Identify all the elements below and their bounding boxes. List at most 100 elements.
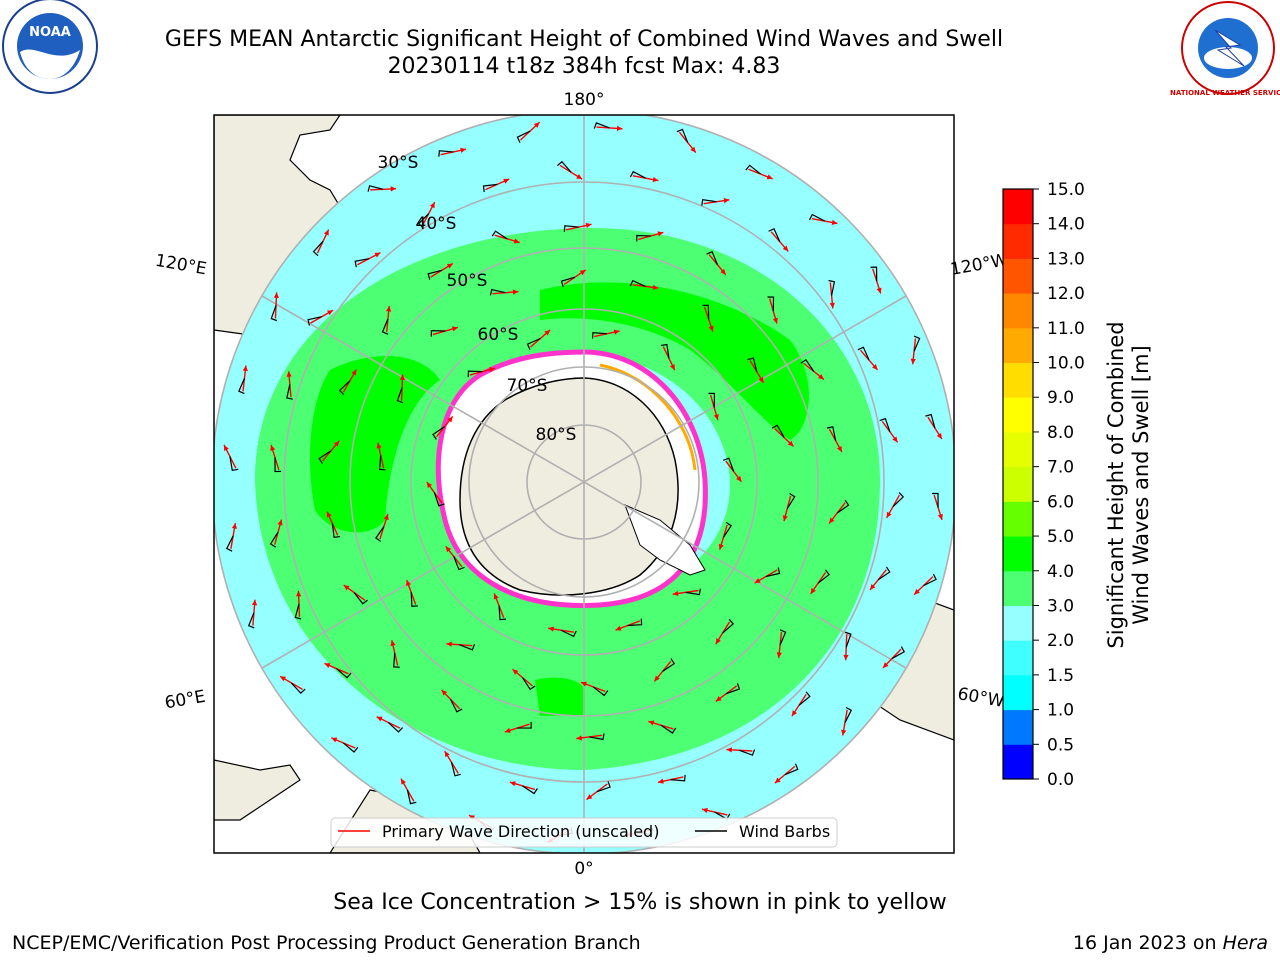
wave-arrow-head (399, 374, 406, 380)
wind-barb (331, 523, 341, 538)
wind-barb (489, 288, 506, 296)
colorbar-swatch (1003, 362, 1033, 398)
wave-arrow-head (273, 292, 279, 298)
colorbar-tick-label: 10.0 (1047, 354, 1085, 374)
wave-arrow-head (818, 374, 824, 380)
wind-barb (589, 733, 605, 741)
wave-arrow-head (296, 590, 302, 597)
wind-barb (817, 569, 830, 584)
colorbar-swatch (1003, 397, 1033, 433)
colorbar-tick-label: 7.0 (1047, 458, 1074, 478)
wave-arrow-head (713, 414, 719, 421)
wind-barb (522, 677, 536, 691)
wind-barb (702, 304, 710, 320)
wave-arrow-head (841, 729, 847, 736)
lat-label-40s: 40°S (416, 214, 457, 234)
colorbar-swatch (1003, 536, 1033, 572)
wind-barb (739, 749, 756, 756)
wave-arrow-head (937, 513, 943, 520)
wind-barb (274, 457, 282, 473)
wave-arrow-head (460, 147, 467, 153)
wave-arrow-head (613, 329, 620, 335)
wave-band-4-5m-west (310, 356, 440, 533)
wave-arrow-head (447, 416, 453, 423)
wave-arrow-head (772, 317, 778, 324)
wind-barb (723, 457, 735, 472)
wind-barb (798, 691, 811, 706)
colorbar-label-line2: Wind Waves and Swell [m] (1129, 345, 1153, 625)
wave-arrow-head (406, 580, 412, 587)
wave-arrow-head (390, 640, 396, 647)
wave-arrow-head (374, 252, 381, 258)
wind-barb (828, 279, 836, 296)
wave-arrow-head (758, 376, 764, 383)
colorbar-tick-label: 2.0 (1047, 631, 1074, 651)
wave-arrow-head (493, 593, 499, 600)
wind-barb (845, 631, 852, 648)
colorbar-swatch (1003, 640, 1033, 676)
colorbar-tick-label: 1.0 (1047, 701, 1074, 721)
wave-arrow-head (376, 442, 382, 449)
wind-barb (808, 213, 825, 222)
colorbar-swatch (1003, 570, 1033, 606)
wave-arrow-head (870, 584, 876, 590)
wave-arrow-head (351, 369, 357, 376)
wave-arrow-head (672, 590, 679, 597)
wave-arrow-head (791, 710, 798, 717)
wind-barb (269, 531, 279, 548)
wave-arrow-head (776, 652, 782, 658)
wave-arrow-head (576, 735, 582, 741)
wind-barb (378, 455, 386, 471)
lat-label-70s: 70°S (507, 376, 548, 396)
wind-barb (627, 618, 643, 627)
wind-barb (410, 592, 418, 607)
wave-arrow-head (774, 777, 781, 784)
wind-barb (877, 566, 891, 581)
polar-map (214, 115, 954, 853)
wind-barb (353, 592, 368, 605)
colorbar-tick-label: 13.0 (1047, 249, 1085, 269)
wind-barb (708, 392, 716, 408)
wave-arrow-head (615, 625, 622, 631)
wave-arrow-head (383, 514, 389, 521)
wind-barb (286, 384, 293, 400)
wind-barb (771, 424, 785, 438)
wind-barb (336, 668, 352, 679)
colorbar-tick-label: 1.5 (1047, 666, 1074, 686)
wind-barb (670, 774, 686, 782)
ross-ice-shelf (624, 504, 706, 576)
wave-arrow-head (843, 654, 849, 661)
wave-arrow-head (451, 326, 458, 332)
colorbar-tick-label: 11.0 (1047, 319, 1085, 339)
wave-arrow-head (280, 676, 287, 682)
wind-barb (367, 185, 384, 192)
lon-label-60e: 60°E (163, 687, 207, 714)
wave-arrow-head (936, 433, 942, 440)
wave-arrow-head (504, 727, 511, 733)
colorbar-swatch (1003, 674, 1033, 711)
wave-arrow-head (331, 737, 338, 743)
wind-barb (467, 370, 483, 378)
colorbar-tick-label: 9.0 (1047, 388, 1074, 408)
wave-arrow-head (326, 511, 332, 518)
wave-arrow-head (445, 546, 452, 553)
wind-barb (229, 456, 239, 472)
wind-barb (701, 198, 717, 206)
wind-barb (857, 346, 870, 361)
wave-arrow-head (333, 440, 340, 447)
wind-barb (453, 556, 465, 571)
wave-arrow-head (224, 444, 229, 451)
wave-arrow-head (242, 365, 248, 372)
wind-barb (427, 269, 442, 280)
wind-barb (892, 492, 905, 507)
wave-arrow-head (580, 681, 587, 687)
colorbar-tick-label: 3.0 (1047, 596, 1074, 616)
wave-arrow-head (652, 177, 659, 183)
colorbar-swatch (1003, 709, 1033, 745)
wave-arrow-head (231, 523, 237, 529)
wind-barb (629, 170, 646, 179)
wave-arrow-head (652, 284, 659, 290)
colorbar-label-line1: Significant Height of Combined (1104, 321, 1128, 648)
wind-barb (491, 230, 508, 240)
